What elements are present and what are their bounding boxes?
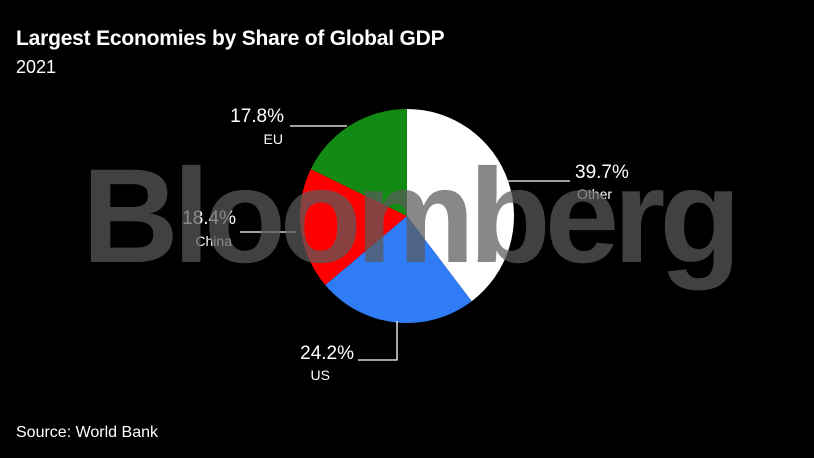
source-note: Source: World Bank [16,424,158,441]
category-label-other: Other [577,186,612,202]
pie-slice-other [407,109,515,302]
pie-slice-us [325,216,472,324]
value-label-eu: 17.8% [230,106,284,127]
chart-subtitle: 2021 [16,57,57,77]
pie-slice-china [300,169,407,286]
pie-slice-eu [310,109,407,216]
value-label-us: 24.2% [300,343,354,364]
value-label-china: 18.4% [182,208,236,229]
chart-title: Largest Economies by Share of Global GDP [16,27,445,50]
category-label-china: China [195,233,232,249]
value-label-other: 39.7% [575,162,629,183]
category-label-eu: EU [264,131,283,147]
leader-line-us [358,321,398,361]
category-label-us: US [311,367,330,383]
